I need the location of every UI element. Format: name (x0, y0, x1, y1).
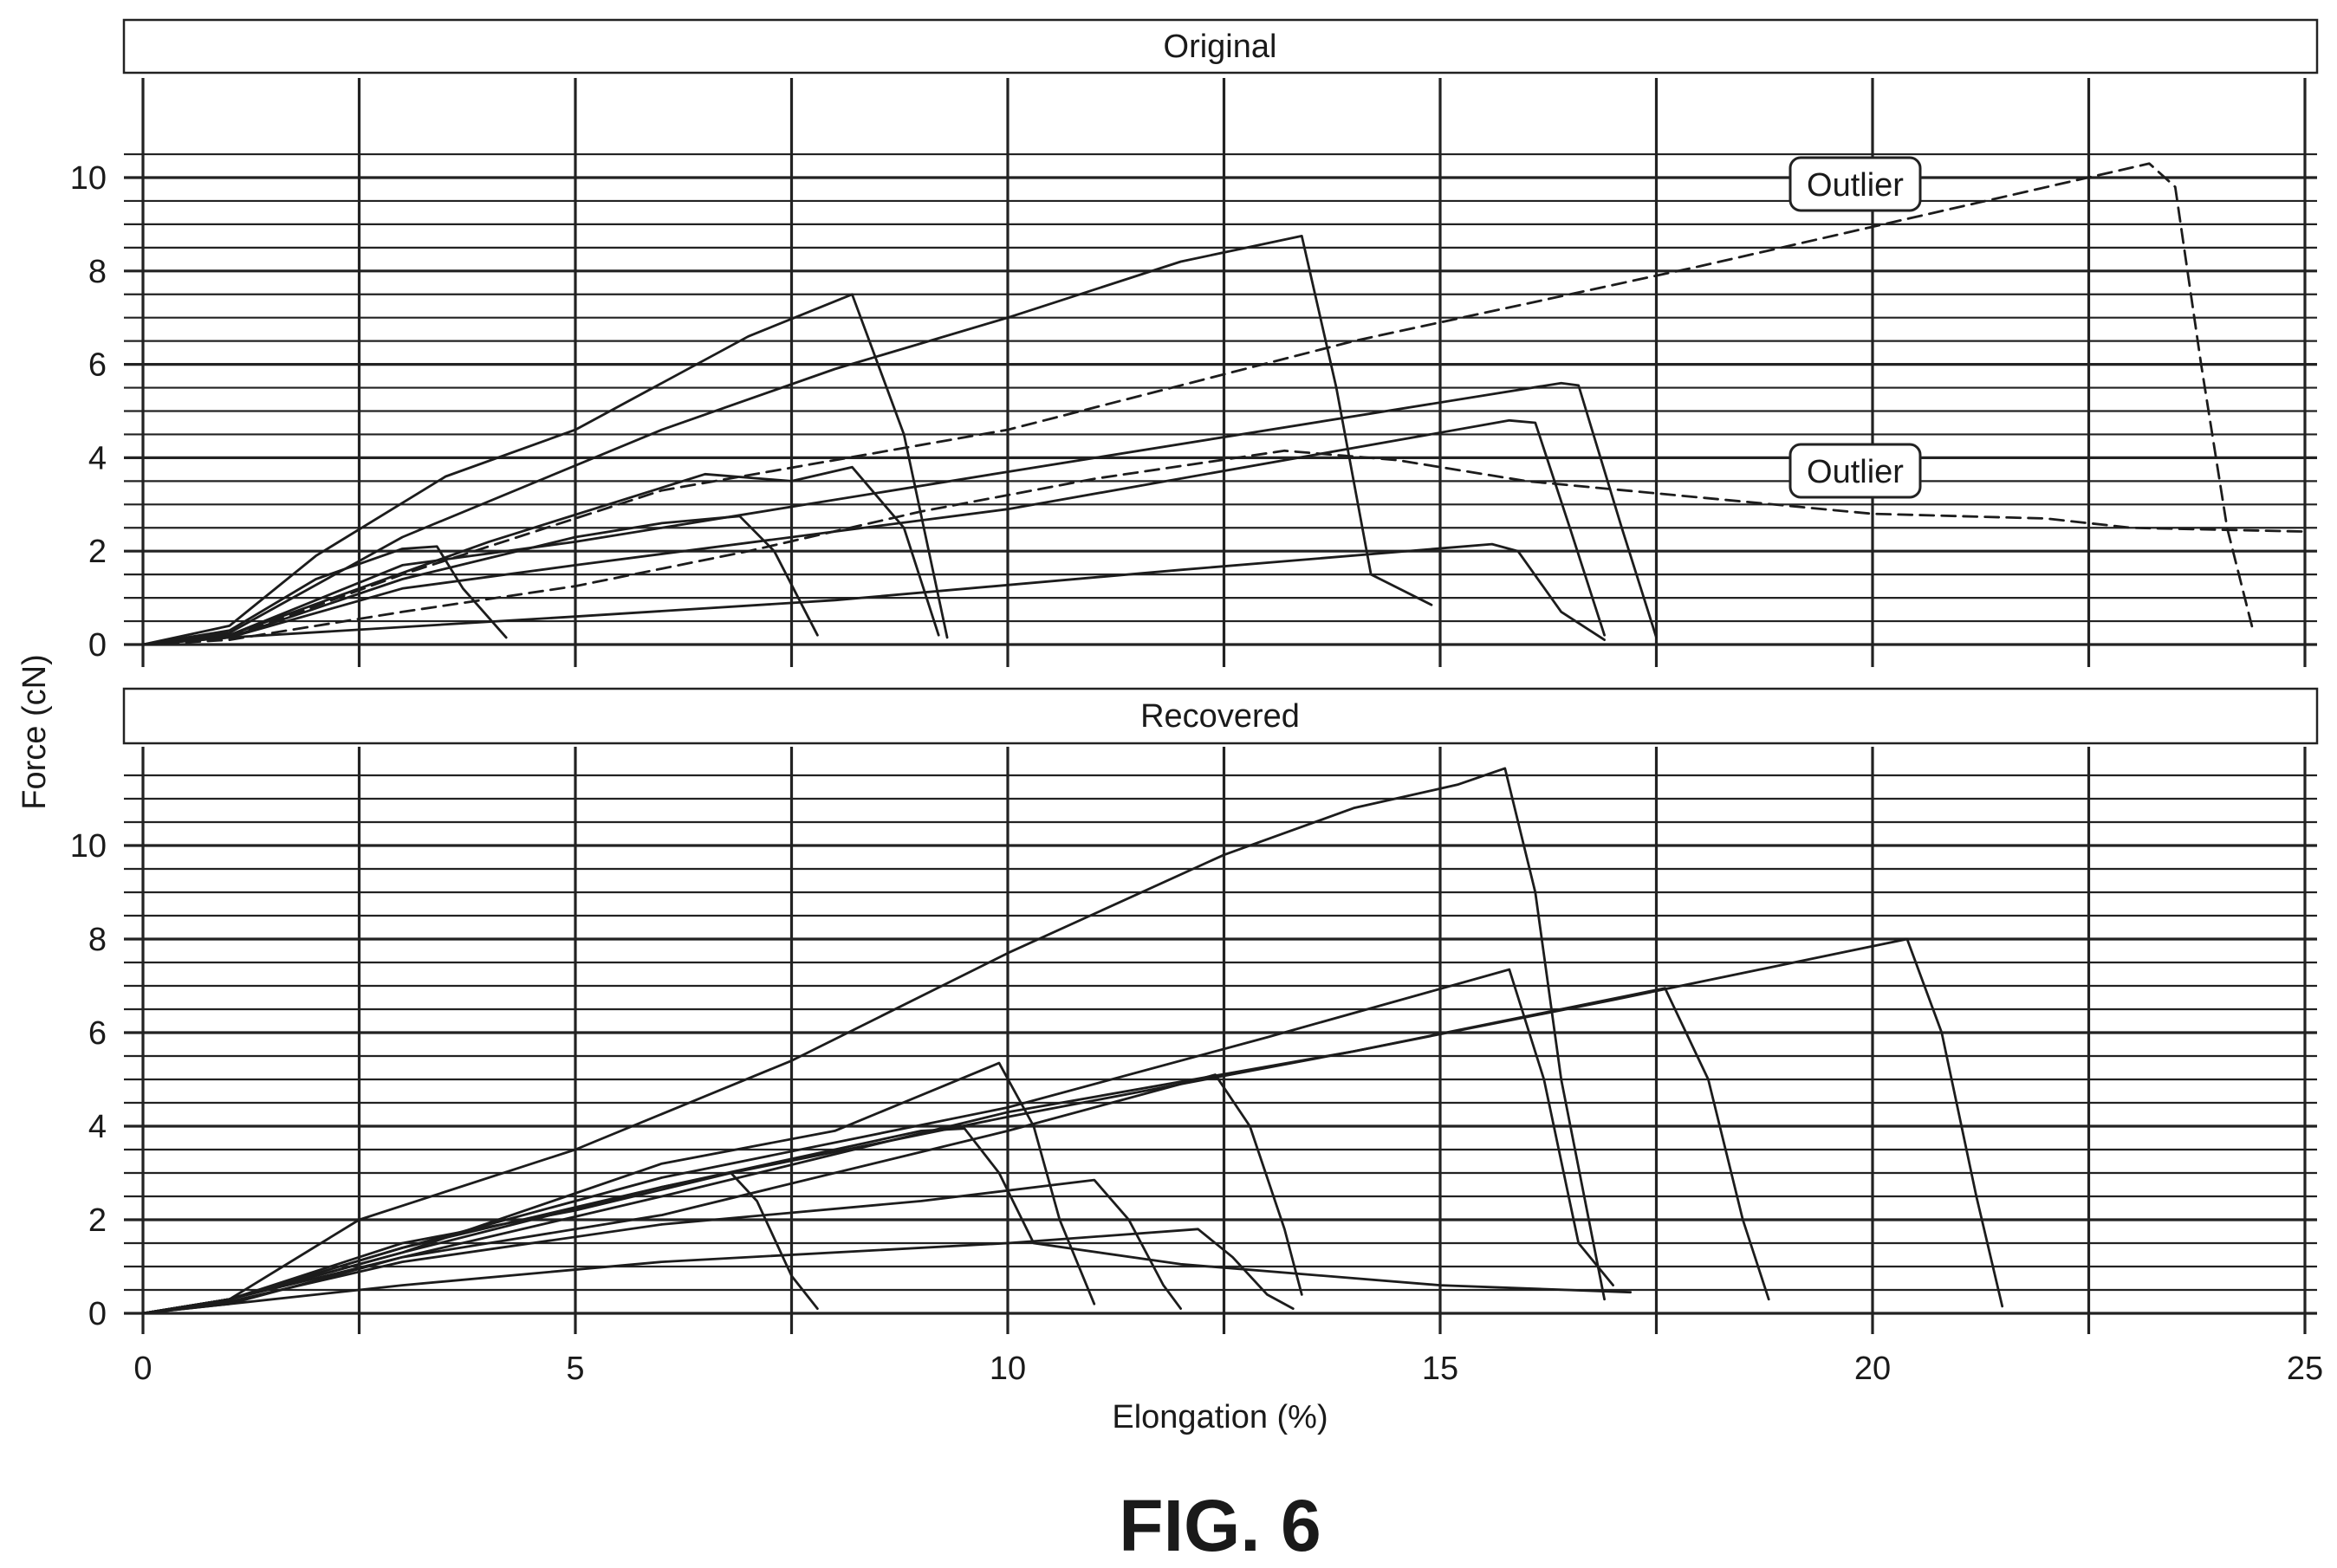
force-elongation-curve (141, 542, 1606, 646)
y-tick-label: 6 (88, 1015, 107, 1052)
y-axis-title: Force (cN) (16, 654, 53, 809)
x-tick-label: 0 (133, 1351, 152, 1387)
y-tick-label: 8 (88, 922, 107, 958)
force-elongation-curve (141, 1228, 1295, 1315)
force-elongation-curve (141, 1171, 819, 1315)
outlier-callout-box (1788, 156, 1922, 212)
x-tick-label: 15 (1422, 1351, 1458, 1387)
force-elongation-curve (141, 1061, 1096, 1315)
outlier-callout-label: Outlier (1807, 454, 1904, 490)
x-tick-label: 10 (990, 1351, 1026, 1387)
force-elongation-curve (141, 381, 1658, 646)
y-tick-label: 10 (70, 160, 107, 197)
force-elongation-curve (141, 1178, 1182, 1315)
x-axis-title: Elongation (%) (1112, 1399, 1328, 1435)
outlier-callout-box (1788, 443, 1922, 499)
y-tick-label: 10 (70, 828, 107, 865)
grid-original (124, 78, 2317, 667)
y-tick-label: 4 (88, 1109, 107, 1145)
force-elongation-curve (141, 767, 1606, 1315)
force-elongation-curve (141, 937, 2004, 1315)
outlier-curve (141, 162, 2255, 646)
panel-original: Original 0 2 4 6 8 10 Outlier Outlier (70, 18, 2319, 667)
y-ticks-original: 0 2 4 6 8 10 (70, 160, 107, 664)
y-tick-label: 0 (88, 627, 107, 664)
y-tick-label: 2 (88, 534, 107, 570)
figure-caption: FIG. 6 (1119, 1485, 1321, 1566)
force-elongation-curve (141, 293, 949, 646)
y-tick-label: 0 (88, 1296, 107, 1332)
x-axis-ticks: 0 5 10 15 20 25 (133, 1351, 2323, 1387)
y-ticks-recovered: 0 2 4 6 8 10 (70, 828, 107, 1332)
y-tick-label: 8 (88, 254, 107, 290)
outlier-callout: Outlier (1788, 443, 1922, 499)
strip-label-original: Original (1164, 29, 1277, 65)
strip-label-recovered: Recovered (1140, 698, 1300, 735)
strip-recovered (122, 687, 2319, 745)
outlier-callout: Outlier (1788, 156, 1922, 212)
curves-recovered (141, 767, 2004, 1315)
force-elongation-curve (141, 418, 1606, 646)
y-tick-label: 6 (88, 347, 107, 384)
force-elongation-curve (141, 235, 1433, 646)
y-tick-label: 2 (88, 1202, 107, 1239)
force-elongation-curve (141, 465, 940, 646)
strip-original (122, 18, 2319, 75)
force-elongation-curve (141, 1127, 1632, 1315)
x-tick-label: 25 (2287, 1351, 2323, 1387)
panel-recovered: Recovered 0 2 4 6 8 10 (70, 687, 2319, 1334)
force-elongation-curve (141, 545, 508, 646)
y-tick-label: 4 (88, 440, 107, 476)
curves-original (141, 162, 2307, 646)
x-tick-label: 20 (1854, 1351, 1891, 1387)
x-tick-label: 5 (566, 1351, 584, 1387)
outlier-callout-label: Outlier (1807, 167, 1904, 204)
outlier-curve (141, 449, 2307, 646)
